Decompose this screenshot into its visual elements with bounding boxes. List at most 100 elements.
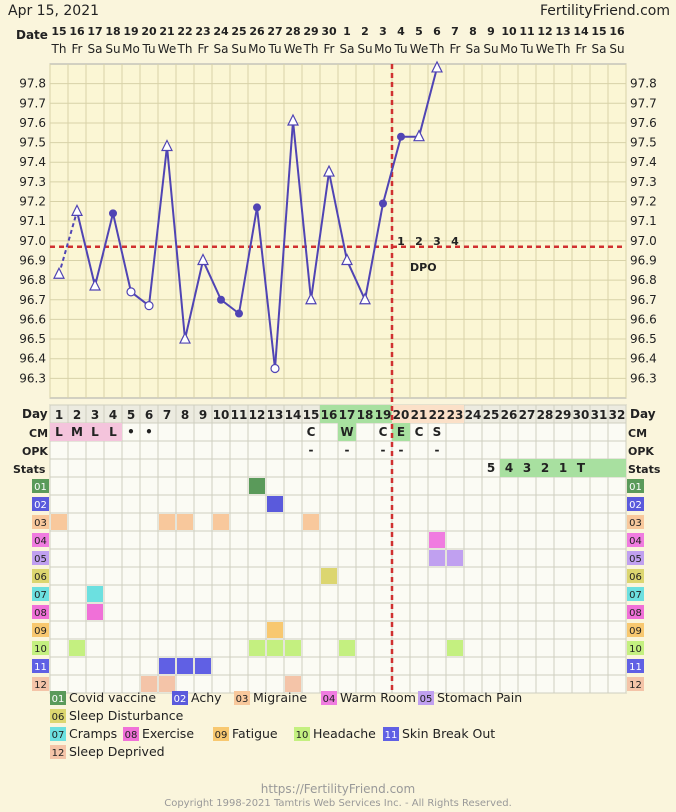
cycle-day-number: 32 (609, 408, 626, 422)
cycle-day-number: 3 (91, 408, 99, 422)
symptom-code-badge-left (32, 497, 49, 511)
y-tick-label-left: 96.8 (19, 273, 46, 287)
symptom-cell-10 (267, 640, 283, 656)
date-tick-label: 13 (555, 25, 570, 38)
temperature-line-segment (202, 260, 222, 301)
y-tick-label-right: 97.0 (630, 234, 657, 248)
temperature-point (305, 292, 317, 305)
date-tick-label: 10 (501, 25, 517, 38)
y-tick-label-left: 97.1 (19, 214, 46, 228)
cycle-day-number: 15 (303, 408, 320, 422)
opk-row-label-left: OPK (22, 445, 48, 458)
temperature-point (413, 129, 425, 142)
temperature-point (53, 266, 65, 279)
symptom-cell-03 (159, 514, 175, 530)
temperature-line-segment (112, 213, 132, 293)
symptom-code-badge-right (627, 479, 644, 493)
cm-value: • (145, 425, 153, 439)
symptom-cell-11 (159, 658, 175, 674)
y-tick-label-right: 97.4 (630, 155, 657, 169)
temperature-line-segment (274, 120, 294, 369)
cycle-day-number: 24 (465, 408, 482, 422)
temperature-line-segment (382, 136, 402, 204)
legend-code: 11 (385, 730, 398, 741)
day-highlight-cell (410, 405, 428, 423)
symptom-cell-10 (285, 640, 301, 656)
symptom-code-badge-left (32, 533, 49, 547)
y-tick-label-left: 96.3 (19, 371, 46, 385)
symptom-cell-03 (303, 514, 319, 530)
date-tick-label: 16 (609, 25, 625, 38)
dpo-number: 1 (397, 235, 405, 248)
dpo-number: 4 (451, 235, 459, 248)
symptom-code-badge-right (627, 605, 644, 619)
y-tick-label-left: 97.2 (19, 195, 46, 209)
date-tick-label: 3 (379, 25, 387, 38)
stats-value: 3 (523, 461, 531, 475)
footer-url[interactable]: https://FertilityFriend.com (261, 782, 415, 796)
symptom-code-left: 11 (34, 662, 47, 673)
temperature-point (71, 204, 83, 216)
cm-value: C (379, 425, 388, 439)
stats-value: 2 (541, 461, 549, 475)
cycle-day-number: 16 (321, 408, 338, 422)
y-tick-label-left: 97.4 (19, 155, 46, 169)
temperature-point (179, 331, 191, 344)
weekday-tick-label: Fr (576, 42, 587, 56)
weekday-tick-label: Fr (324, 42, 335, 56)
temperature-line-segment (76, 211, 96, 287)
y-tick-label-right: 96.5 (630, 332, 657, 346)
legend-code: 04 (323, 694, 336, 705)
weekday-tick-label: Tu (267, 42, 281, 56)
brand-logo[interactable]: FertilityFriend.com (540, 3, 670, 19)
symptom-cell-03 (51, 514, 67, 530)
symptom-cell-04 (429, 532, 445, 548)
symptom-cell-01 (249, 478, 265, 494)
symptom-code-badge-left (32, 659, 49, 673)
cycle-day-number: 22 (429, 408, 446, 422)
symptom-code-badge-right (627, 587, 644, 601)
legend-code: 09 (215, 730, 228, 741)
legend-swatch-04 (321, 691, 337, 705)
symptom-code-right: 11 (629, 662, 642, 673)
y-tick-label-right: 97.6 (630, 116, 657, 130)
weekday-tick-label: We (410, 42, 429, 56)
symptom-code-badge-right (627, 641, 644, 655)
cm-highlight-cell (392, 423, 410, 441)
legend-swatch-06 (50, 709, 66, 723)
date-tick-label: 15 (591, 25, 606, 38)
date-tick-label: 20 (141, 25, 157, 38)
symptom-code-right: 08 (629, 608, 642, 619)
cm-highlight-cell (68, 423, 86, 441)
legend-swatch-02 (172, 691, 188, 705)
temperature-point (270, 363, 280, 374)
stats-value: 4 (505, 461, 513, 475)
symptom-code-left: 01 (34, 482, 47, 493)
weekday-tick-label: Th (429, 42, 445, 56)
y-tick-label-right: 97.5 (630, 136, 657, 150)
legend-code: 12 (52, 748, 65, 759)
legend-swatch-05 (418, 691, 434, 705)
date-tick-label: 4 (397, 25, 405, 38)
date-tick-label: 1 (343, 25, 351, 38)
weekday-tick-label: Th (555, 42, 571, 56)
y-tick-label-right: 97.3 (630, 175, 657, 189)
weekday-tick-label: Fr (72, 42, 83, 56)
temperature-point (323, 164, 335, 177)
symptom-code-left: 08 (34, 608, 47, 619)
weekday-tick-label: Su (357, 42, 372, 56)
cycle-day-number: 21 (411, 408, 428, 422)
symptom-code-left: 05 (34, 554, 47, 565)
legend-label: Exercise (142, 726, 194, 741)
y-tick-label-left: 97.3 (19, 175, 46, 189)
temperature-point (197, 253, 209, 266)
weekday-tick-label: We (536, 42, 555, 56)
temperature-line-segment (310, 171, 330, 300)
temperature-line-segment (256, 207, 276, 369)
date-tick-label: 9 (487, 25, 495, 38)
cm-row-label-left: CM (29, 427, 48, 440)
symptom-cell-03 (213, 514, 229, 530)
weekday-tick-label: Th (51, 42, 67, 56)
symptom-code-left: 03 (34, 518, 47, 529)
cycle-day-number: 12 (249, 408, 266, 422)
